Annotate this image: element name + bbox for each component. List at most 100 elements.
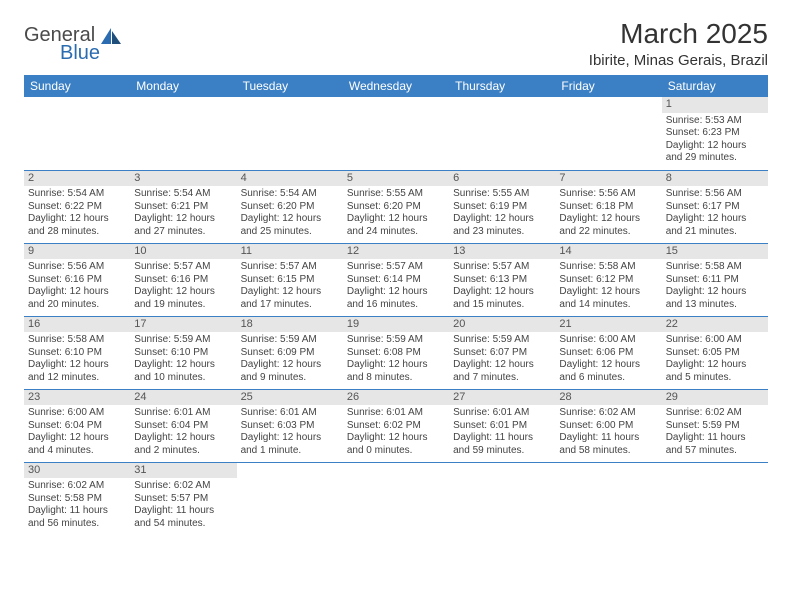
sunrise-text: Sunrise: 5:54 AM	[28, 188, 126, 201]
daylight-text: Daylight: 12 hours and 17 minutes.	[241, 286, 339, 311]
sunset-text: Sunset: 6:02 PM	[347, 420, 445, 433]
calendar-cell	[24, 97, 130, 170]
daylight-text: Daylight: 12 hours and 6 minutes.	[559, 359, 657, 384]
day-number: 30	[24, 463, 130, 479]
calendar-cell: 30Sunrise: 6:02 AMSunset: 5:58 PMDayligh…	[24, 462, 130, 535]
calendar-cell: 13Sunrise: 5:57 AMSunset: 6:13 PMDayligh…	[449, 243, 555, 316]
day-number: 8	[662, 171, 768, 187]
calendar-cell: 5Sunrise: 5:55 AMSunset: 6:20 PMDaylight…	[343, 170, 449, 243]
day-number: 16	[24, 317, 130, 333]
sunrise-text: Sunrise: 5:58 AM	[559, 261, 657, 274]
sunset-text: Sunset: 6:03 PM	[241, 420, 339, 433]
sunrise-text: Sunrise: 6:02 AM	[28, 480, 126, 493]
sunrise-text: Sunrise: 5:57 AM	[347, 261, 445, 274]
day-number: 31	[130, 463, 236, 479]
calendar-cell	[555, 462, 661, 535]
sunrise-text: Sunrise: 5:56 AM	[559, 188, 657, 201]
sunrise-text: Sunrise: 5:56 AM	[28, 261, 126, 274]
sunrise-text: Sunrise: 6:00 AM	[666, 334, 764, 347]
daylight-text: Daylight: 11 hours and 57 minutes.	[666, 432, 764, 457]
sunrise-text: Sunrise: 5:57 AM	[241, 261, 339, 274]
sunset-text: Sunset: 5:59 PM	[666, 420, 764, 433]
calendar-cell: 15Sunrise: 5:58 AMSunset: 6:11 PMDayligh…	[662, 243, 768, 316]
daylight-text: Daylight: 12 hours and 21 minutes.	[666, 213, 764, 238]
calendar-cell: 9Sunrise: 5:56 AMSunset: 6:16 PMDaylight…	[24, 243, 130, 316]
day-number: 20	[449, 317, 555, 333]
sunset-text: Sunset: 6:20 PM	[241, 201, 339, 214]
sunrise-text: Sunrise: 6:02 AM	[559, 407, 657, 420]
calendar-cell	[449, 462, 555, 535]
calendar-cell: 1Sunrise: 5:53 AMSunset: 6:23 PMDaylight…	[662, 97, 768, 170]
calendar-table: Sunday Monday Tuesday Wednesday Thursday…	[24, 75, 768, 535]
calendar-cell: 11Sunrise: 5:57 AMSunset: 6:15 PMDayligh…	[237, 243, 343, 316]
day-number: 15	[662, 244, 768, 260]
calendar-cell: 10Sunrise: 5:57 AMSunset: 6:16 PMDayligh…	[130, 243, 236, 316]
calendar-week-row: 23Sunrise: 6:00 AM Sunset: 6:04 PM Dayligh…	[24, 389, 768, 462]
calendar-cell	[237, 97, 343, 170]
calendar-cell: 31Sunrise: 6:02 AMSunset: 5:57 PMDayligh…	[130, 462, 236, 535]
sunset-text: Sunset: 6:23 PM	[666, 127, 764, 140]
calendar-cell: 6Sunrise: 5:55 AMSunset: 6:19 PMDaylight…	[449, 170, 555, 243]
daylight-text: Daylight: 11 hours and 59 minutes.	[453, 432, 551, 457]
calendar-cell	[449, 97, 555, 170]
day-number: 13	[449, 244, 555, 260]
daylight-text: Daylight: 12 hours and 24 minutes.	[347, 213, 445, 238]
daylight-text: Daylight: 12 hours and 27 minutes.	[134, 213, 232, 238]
day-header: Friday	[555, 75, 661, 97]
sunset-text: Sunset: 6:06 PM	[559, 347, 657, 360]
calendar-body: 1Sunrise: 5:53 AMSunset: 6:23 PMDaylight…	[24, 97, 768, 535]
sunrise-text: Sunrise: 5:54 AM	[134, 188, 232, 201]
sunset-text: Sunset: 6:11 PM	[666, 274, 764, 287]
daylight-text: Daylight: 12 hours and 4 minutes.	[28, 432, 126, 457]
daylight-text: Daylight: 12 hours and 1 minute.	[241, 432, 339, 457]
sunset-text: Sunset: 6:09 PM	[241, 347, 339, 360]
title-block: March 2025 Ibirite, Minas Gerais, Brazil	[589, 18, 768, 69]
sunset-text: Sunset: 6:04 PM	[134, 420, 232, 433]
sunset-text: Sunset: 6:17 PM	[666, 201, 764, 214]
logo-line2: Blue	[24, 36, 100, 65]
sunrise-text: Sunrise: 6:02 AM	[134, 480, 232, 493]
sunrise-text: Sunrise: 6:02 AM	[666, 407, 764, 420]
sunrise-text: Sunrise: 5:54 AM	[241, 188, 339, 201]
calendar-cell: 21Sunrise: 6:00 AMSunset: 6:06 PMDayligh…	[555, 316, 661, 389]
day-number: 2	[24, 171, 130, 187]
day-header: Sunday	[24, 75, 130, 97]
daylight-text: Daylight: 12 hours and 19 minutes.	[134, 286, 232, 311]
day-number: 23	[24, 390, 130, 406]
sunset-text: Sunset: 6:13 PM	[453, 274, 551, 287]
day-number: 26	[343, 390, 449, 406]
day-number: 24	[130, 390, 236, 406]
calendar-cell	[555, 97, 661, 170]
calendar-cell: 23Sunrise: 6:00 AMSunset: 6:04 PMDayligh…	[24, 389, 130, 462]
calendar-cell: 27Sunrise: 6:01 AMSunset: 6:01 PMDayligh…	[449, 389, 555, 462]
day-number: 22	[662, 317, 768, 333]
calendar-cell: 12Sunrise: 5:57 AMSunset: 6:14 PMDayligh…	[343, 243, 449, 316]
calendar-cell: 28Sunrise: 6:02 AMSunset: 6:00 PMDayligh…	[555, 389, 661, 462]
day-header: Monday	[130, 75, 236, 97]
calendar-cell	[343, 462, 449, 535]
calendar-cell: 4Sunrise: 5:54 AMSunset: 6:20 PMDaylight…	[237, 170, 343, 243]
sunset-text: Sunset: 6:21 PM	[134, 201, 232, 214]
sunrise-text: Sunrise: 6:01 AM	[347, 407, 445, 420]
daylight-text: Daylight: 12 hours and 25 minutes.	[241, 213, 339, 238]
sunset-text: Sunset: 6:07 PM	[453, 347, 551, 360]
daylight-text: Daylight: 12 hours and 22 minutes.	[559, 213, 657, 238]
day-number: 17	[130, 317, 236, 333]
day-number: 14	[555, 244, 661, 260]
day-number: 9	[24, 244, 130, 260]
day-number: 5	[343, 171, 449, 187]
calendar-cell: 22Sunrise: 6:00 AMSunset: 6:05 PMDayligh…	[662, 316, 768, 389]
calendar-cell: 26Sunrise: 6:01 AMSunset: 6:02 PMDayligh…	[343, 389, 449, 462]
sunset-text: Sunset: 6:08 PM	[347, 347, 445, 360]
daylight-text: Daylight: 12 hours and 10 minutes.	[134, 359, 232, 384]
sunrise-text: Sunrise: 5:59 AM	[453, 334, 551, 347]
sunset-text: Sunset: 6:05 PM	[666, 347, 764, 360]
sunrise-text: Sunrise: 6:00 AM	[28, 407, 126, 420]
day-header: Tuesday	[237, 75, 343, 97]
calendar-cell: 19Sunrise: 5:59 AMSunset: 6:08 PMDayligh…	[343, 316, 449, 389]
day-number: 3	[130, 171, 236, 187]
daylight-text: Daylight: 12 hours and 15 minutes.	[453, 286, 551, 311]
calendar-cell: 3Sunrise: 5:54 AMSunset: 6:21 PMDaylight…	[130, 170, 236, 243]
day-number: 1	[662, 97, 768, 113]
day-number: 27	[449, 390, 555, 406]
